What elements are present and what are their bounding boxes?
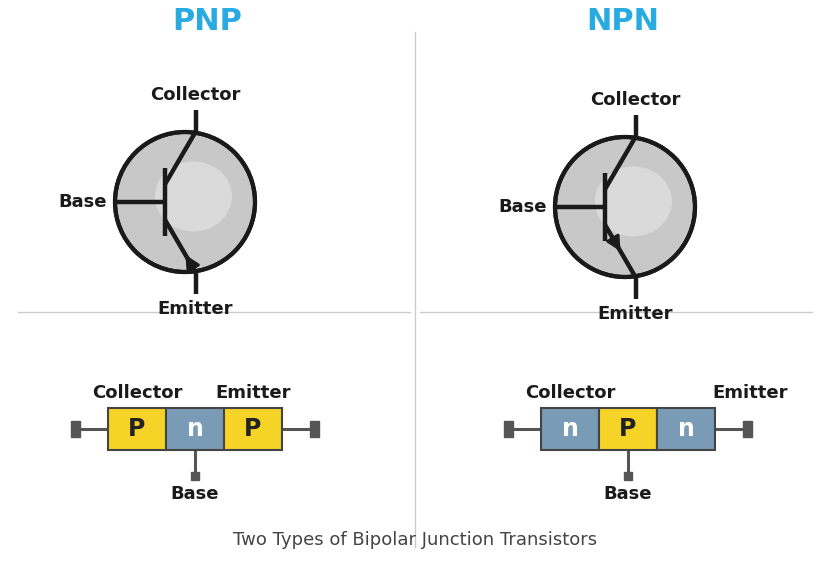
Circle shape bbox=[555, 137, 695, 277]
Bar bbox=[599, 408, 657, 450]
Text: Emitter: Emitter bbox=[598, 305, 673, 323]
Text: PNP: PNP bbox=[172, 7, 242, 37]
Text: Collector: Collector bbox=[92, 384, 183, 402]
Bar bbox=[108, 408, 166, 450]
Bar bbox=[624, 472, 632, 480]
Bar bbox=[224, 408, 282, 450]
Text: Collector: Collector bbox=[150, 86, 241, 104]
Text: Emitter: Emitter bbox=[215, 384, 290, 402]
Text: Collector: Collector bbox=[525, 384, 615, 402]
Bar bbox=[191, 472, 199, 480]
Text: P: P bbox=[244, 417, 261, 441]
Text: Emitter: Emitter bbox=[158, 300, 233, 318]
Text: Collector: Collector bbox=[590, 91, 681, 109]
Ellipse shape bbox=[155, 161, 232, 232]
Bar bbox=[743, 421, 752, 437]
Text: Base: Base bbox=[171, 485, 219, 503]
Text: P: P bbox=[619, 417, 637, 441]
Bar bbox=[504, 421, 513, 437]
Ellipse shape bbox=[595, 166, 672, 237]
Text: Base: Base bbox=[58, 193, 107, 211]
Text: n: n bbox=[562, 417, 579, 441]
Text: Emitter: Emitter bbox=[712, 384, 788, 402]
Bar bbox=[657, 408, 715, 450]
Bar bbox=[541, 408, 599, 450]
Bar bbox=[71, 421, 80, 437]
Text: n: n bbox=[187, 417, 203, 441]
Bar bbox=[310, 421, 319, 437]
Circle shape bbox=[115, 132, 255, 272]
Text: Two Types of Bipolar Junction Transistors: Two Types of Bipolar Junction Transistor… bbox=[233, 531, 597, 549]
Text: NPN: NPN bbox=[587, 7, 660, 37]
Text: n: n bbox=[677, 417, 695, 441]
Text: Base: Base bbox=[499, 198, 547, 216]
Text: Base: Base bbox=[603, 485, 652, 503]
Text: P: P bbox=[129, 417, 146, 441]
Bar bbox=[166, 408, 224, 450]
